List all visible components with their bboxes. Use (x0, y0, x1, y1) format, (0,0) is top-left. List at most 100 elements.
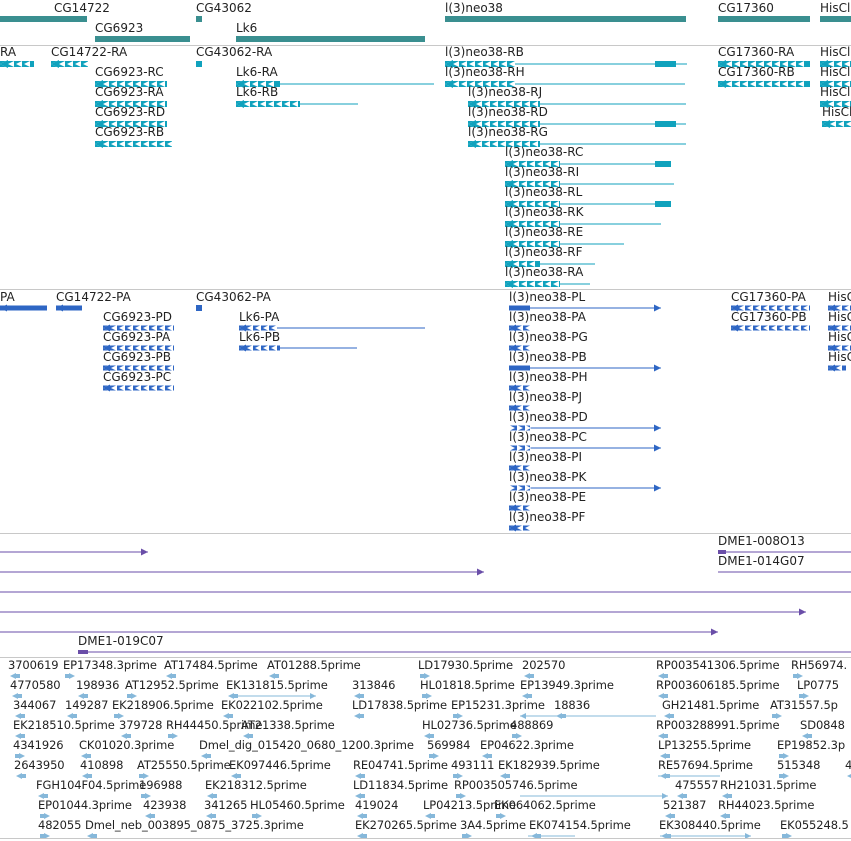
transcript-label[interactable]: HisCl (820, 85, 851, 99)
transcript-label[interactable]: CG6923-RD (95, 105, 166, 119)
transcript-label[interactable]: l(3)neo38-RA (505, 265, 584, 279)
est-label[interactable]: CK01020.3prime (79, 738, 175, 752)
est-label[interactable]: 4341926 (13, 738, 64, 752)
est-label[interactable]: 419024 (355, 798, 399, 812)
transcript-label[interactable]: l(3)neo38-RH (445, 65, 525, 79)
gene-label[interactable]: HisCl (820, 1, 851, 15)
transcript-label[interactable]: HisCl (820, 45, 851, 59)
est-label[interactable]: RP003288991.5prime (656, 718, 780, 732)
est-label[interactable]: FGH104F04.5prime (36, 778, 147, 792)
est-label[interactable]: GH21481.5prime (662, 698, 760, 712)
transcript-label[interactable]: Lk6-RB (236, 85, 279, 99)
gene-label[interactable]: CG6923 (95, 21, 144, 35)
clone-label[interactable]: DME1-008O13 (718, 534, 805, 548)
protein-label[interactable]: l(3)neo38-PH (509, 370, 588, 384)
est-label[interactable]: 313846 (352, 678, 396, 692)
est-label[interactable]: RP003606185.5prime (656, 678, 780, 692)
gene-label[interactable]: l(3)neo38 (445, 1, 503, 15)
est-label[interactable]: LD17838.5prime (352, 698, 447, 712)
protein-label[interactable]: CG6923-PC (103, 370, 172, 384)
protein-label[interactable]: HisC (828, 330, 851, 344)
protein-label[interactable]: l(3)neo38-PB (509, 350, 587, 364)
est-label[interactable]: AT12952.5prime (125, 678, 219, 692)
est-label[interactable]: 2643950 (14, 758, 65, 772)
est-label[interactable]: 149287 (65, 698, 109, 712)
transcript-label[interactable]: l(3)neo38-RC (505, 145, 584, 159)
est-label[interactable]: HL02736.5prime (422, 718, 517, 732)
est-label[interactable]: LD17930.5prime (418, 658, 513, 672)
est-label[interactable]: 341265 (204, 798, 248, 812)
transcript-label[interactable]: l(3)neo38-RD (468, 105, 548, 119)
protein-label[interactable]: CG43062-PA (196, 290, 271, 304)
est-label[interactable]: 198936 (76, 678, 120, 692)
protein-label[interactable]: CG6923-PD (103, 310, 173, 324)
protein-label[interactable]: l(3)neo38-PJ (509, 390, 583, 404)
est-label[interactable]: HL01818.5prime (420, 678, 515, 692)
est-label[interactable]: AT21338.5prime (241, 718, 335, 732)
est-label[interactable]: RE04741.5prime (353, 758, 448, 772)
est-label[interactable]: EP19852.3p (777, 738, 846, 752)
transcript-label[interactable]: l(3)neo38-RF (505, 245, 583, 259)
transcript-label[interactable]: Lk6-RA (236, 65, 278, 79)
protein-label[interactable]: l(3)neo38-PG (509, 330, 588, 344)
est-label[interactable]: EK055248.5 (780, 818, 849, 832)
protein-label[interactable]: CG6923-PA (103, 330, 171, 344)
transcript-label[interactable]: l(3)neo38-RB (445, 45, 524, 59)
est-label[interactable]: EK064062.5prime (494, 798, 596, 812)
est-label[interactable]: EK097446.5prime (229, 758, 331, 772)
gene-label[interactable]: CG17360 (718, 1, 774, 15)
est-label[interactable]: LP0775 (797, 678, 840, 692)
protein-label[interactable]: PA (0, 290, 15, 304)
est-label[interactable]: SD0848 (800, 718, 845, 732)
protein-label[interactable]: HisC (828, 290, 851, 304)
est-label[interactable]: RP003505746.5prime (454, 778, 578, 792)
protein-label[interactable]: CG6923-PB (103, 350, 172, 364)
est-label[interactable]: LP13255.5prime (658, 738, 751, 752)
est-label[interactable]: RH21031.5prime (720, 778, 817, 792)
est-label[interactable]: 196988 (139, 778, 183, 792)
est-label[interactable]: 3A4.5prime (460, 818, 526, 832)
est-label[interactable]: EP13949.3prime (520, 678, 614, 692)
transcript-label[interactable]: CG6923-RA (95, 85, 164, 99)
transcript-label[interactable]: CG14722-RA (51, 45, 128, 59)
protein-label[interactable]: l(3)neo38-PL (509, 290, 586, 304)
est-label[interactable]: EK270265.5prime (355, 818, 457, 832)
transcript-label[interactable]: CG17360-RB (718, 65, 795, 79)
est-label[interactable]: HL05460.5prime (250, 798, 345, 812)
protein-label[interactable]: HisC (828, 350, 851, 364)
transcript-label[interactable]: l(3)neo38-RL (505, 185, 583, 199)
est-label[interactable]: 4 (845, 758, 851, 772)
est-label[interactable]: EK074154.5prime (529, 818, 631, 832)
est-label[interactable]: 423938 (143, 798, 187, 812)
est-label[interactable]: RP003541306.5prime (656, 658, 780, 672)
est-label[interactable]: LP04213.5prime (423, 798, 516, 812)
est-label[interactable]: 202570 (522, 658, 566, 672)
protein-label[interactable]: l(3)neo38-PK (509, 470, 587, 484)
protein-label[interactable]: CG14722-PA (56, 290, 131, 304)
est-label[interactable]: 569984 (427, 738, 471, 752)
protein-label[interactable]: l(3)neo38-PI (509, 450, 583, 464)
clone-label[interactable]: DME1-014G07 (718, 554, 805, 568)
transcript-label[interactable]: CG6923-RB (95, 125, 165, 139)
transcript-label[interactable]: HisCl (820, 65, 851, 79)
transcript-label[interactable]: CG43062-RA (196, 45, 273, 59)
transcript-label[interactable]: CG17360-RA (718, 45, 795, 59)
transcript-label[interactable]: l(3)neo38-RG (468, 125, 548, 139)
est-label[interactable]: AT25550.5prime (137, 758, 231, 772)
est-label[interactable]: 379728 (119, 718, 163, 732)
gene-label[interactable]: Lk6 (236, 21, 258, 35)
protein-label[interactable]: l(3)neo38-PC (509, 430, 587, 444)
transcript-label[interactable]: RA (0, 45, 17, 59)
protein-label[interactable]: l(3)neo38-PD (509, 410, 588, 424)
est-label[interactable]: EP01044.3prime (38, 798, 132, 812)
est-label[interactable]: AT17484.5prime (164, 658, 258, 672)
transcript-label[interactable]: HisCl (822, 105, 851, 119)
protein-label[interactable]: l(3)neo38-PA (509, 310, 586, 324)
protein-label[interactable]: Lk6-PB (239, 330, 281, 344)
est-label[interactable]: 488869 (510, 718, 554, 732)
est-label[interactable]: RH44450.5prime (166, 718, 263, 732)
protein-label[interactable]: l(3)neo38-PF (509, 510, 586, 524)
protein-label[interactable]: CG17360-PB (731, 310, 807, 324)
est-label[interactable]: EK218510.5prime (13, 718, 115, 732)
